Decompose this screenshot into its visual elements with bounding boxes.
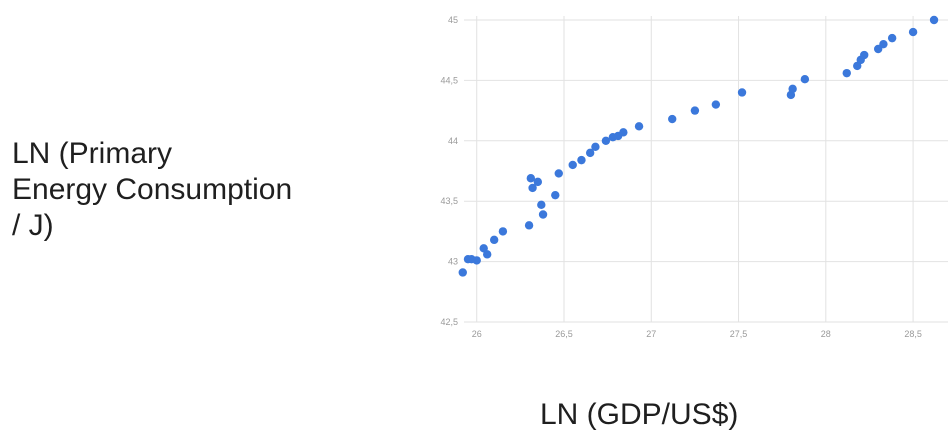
- grid: [464, 16, 948, 323]
- y-tick-label: 45: [448, 15, 458, 25]
- data-point: [472, 256, 481, 265]
- data-point: [601, 136, 611, 145]
- x-tick-label: 27,5: [730, 329, 748, 339]
- data-points: [458, 15, 939, 277]
- x-tick-label: 26,5: [555, 329, 573, 339]
- y-tick-label: 43,5: [440, 196, 458, 206]
- x-tick-label: 26: [472, 329, 482, 339]
- data-point: [551, 190, 560, 200]
- data-point: [489, 235, 499, 245]
- data-point: [929, 15, 939, 25]
- data-point: [533, 177, 543, 187]
- data-point: [788, 84, 797, 94]
- data-point: [483, 250, 492, 259]
- y-tick-label: 43: [448, 257, 458, 267]
- data-point: [577, 155, 586, 165]
- data-point: [538, 210, 548, 219]
- data-point: [634, 122, 644, 131]
- data-point: [568, 160, 577, 170]
- data-point: [800, 74, 810, 84]
- data-point: [908, 27, 918, 37]
- y-tick-label: 42,5: [440, 317, 458, 327]
- tick-labels: 26 26,5 27 27,5 28 28,5 42,5 43 43,5 44 44,5 45: [440, 15, 921, 339]
- x-tick-label: 28: [821, 329, 831, 339]
- y-axis-label: LN (Primary Energy Consumption / J): [12, 137, 293, 242]
- data-point: [554, 169, 563, 178]
- data-point: [537, 200, 546, 210]
- y-tick-label: 44: [448, 136, 458, 146]
- data-point: [458, 268, 467, 277]
- data-point: [528, 183, 537, 193]
- x-tick-label: 28,5: [904, 329, 922, 339]
- data-point: [591, 142, 600, 152]
- y-tick-label: 44,5: [440, 75, 458, 85]
- data-point: [879, 39, 888, 49]
- data-point: [526, 174, 536, 183]
- data-point: [860, 50, 869, 60]
- data-point: [842, 68, 851, 78]
- x-axis-label: LN (GDP/US$): [540, 398, 739, 431]
- data-point: [668, 114, 677, 124]
- data-point: [585, 148, 595, 158]
- data-point: [498, 227, 508, 236]
- data-point: [524, 221, 534, 230]
- data-point: [887, 33, 897, 43]
- data-point: [711, 100, 721, 109]
- data-point: [737, 88, 747, 97]
- x-tick-label: 27: [646, 329, 656, 339]
- data-point: [690, 106, 700, 115]
- data-point: [619, 128, 628, 137]
